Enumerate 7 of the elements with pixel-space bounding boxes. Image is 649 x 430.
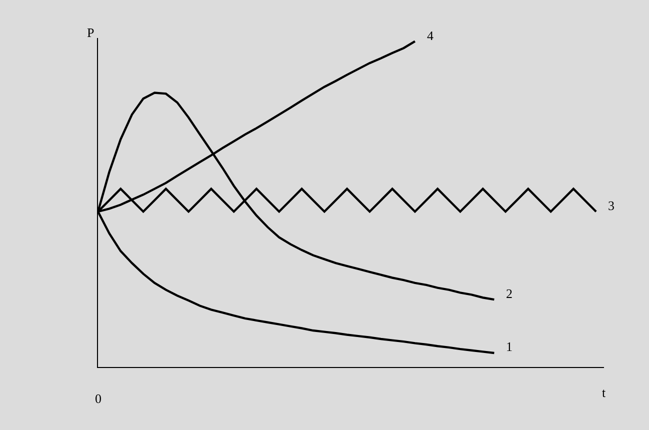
series-label: 3	[608, 198, 614, 213]
series-label: 4	[427, 28, 434, 43]
y-axis-title: P	[87, 25, 94, 40]
series-label: 2	[506, 286, 512, 301]
x-axis-title: t	[602, 385, 606, 400]
series-label: 1	[506, 339, 512, 354]
text: 0	[95, 391, 102, 406]
